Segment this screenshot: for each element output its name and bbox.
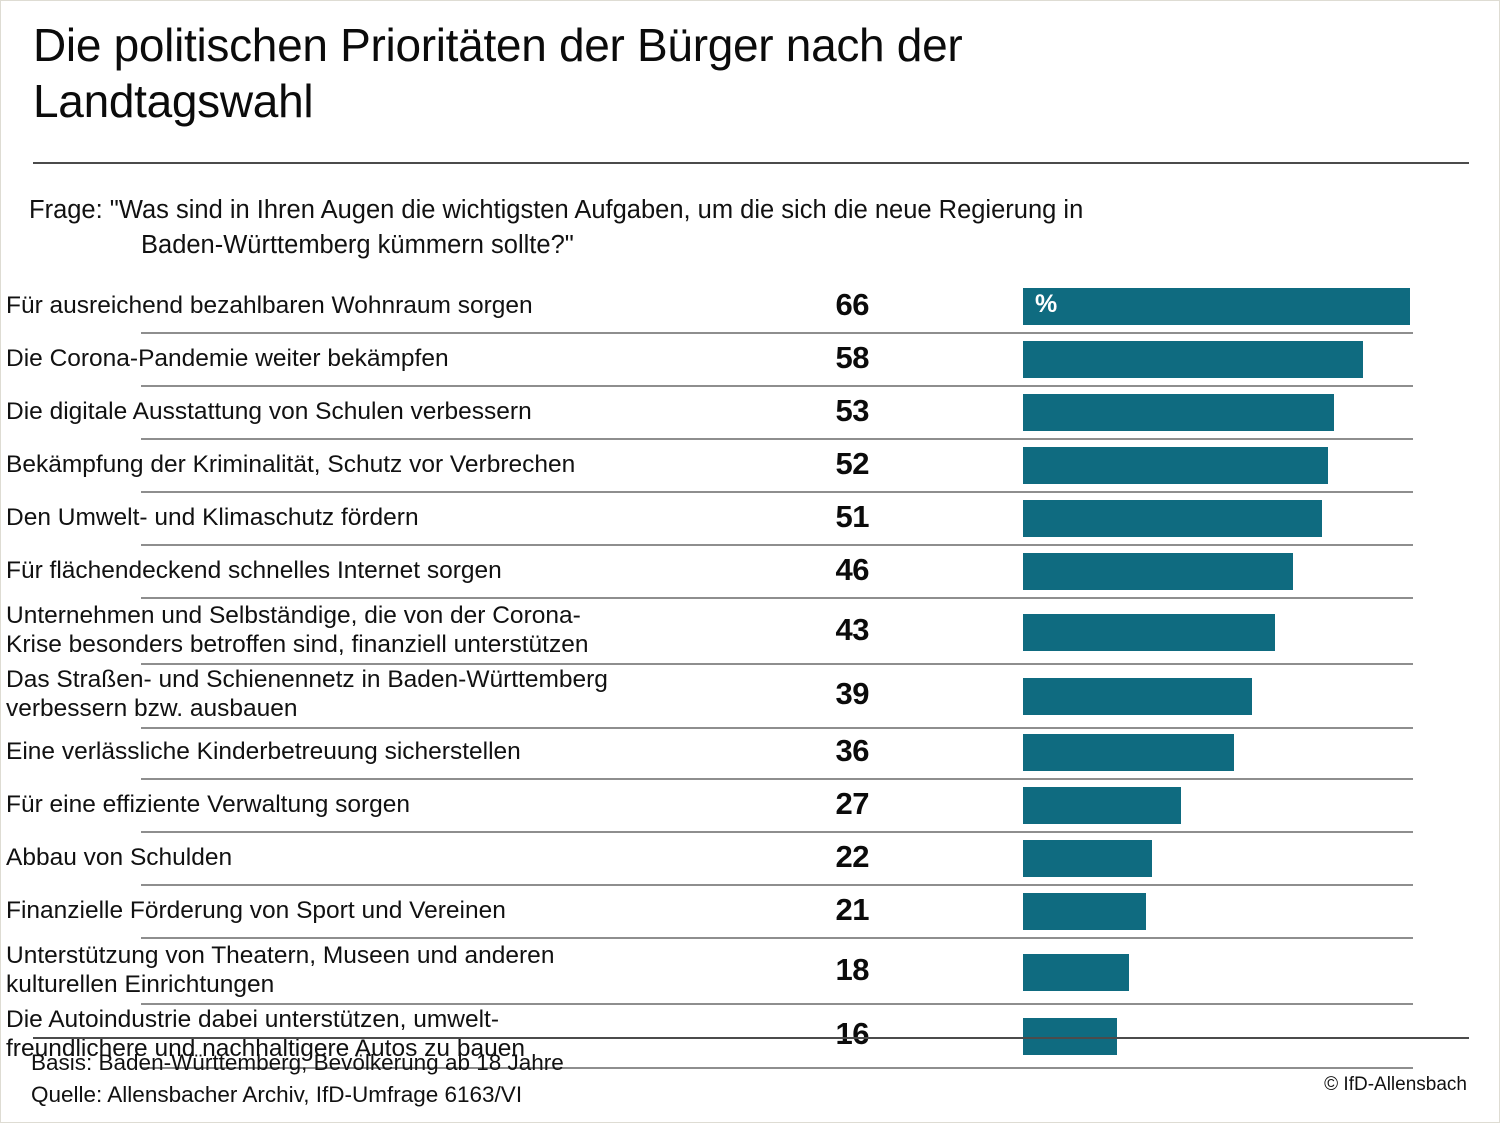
survey-question: Frage: "Was sind in Ihren Augen die wich… [29,193,1349,262]
bar-row-separator [141,937,1413,939]
bar-row-label: Die digitale Ausstattung von Schulen ver… [6,397,532,425]
bar-row-value: 16 [835,1016,870,1051]
bar-row-label: Das Straßen- und Schienennetz in Baden-W… [6,666,608,722]
bar-row-label: Finanzielle Förderung von Sport und Vere… [6,896,506,924]
copyright-notice: © IfD-Allensbach [1324,1074,1467,1095]
bar-row-value: 21 [835,891,870,927]
bar-row-value: 39 [835,676,870,711]
bar-row-bar [1023,734,1235,771]
bar-row-label: Den Umwelt- und Klimaschutz fördern [6,503,419,531]
page-title: Die politischen Prioritäten der Bürger n… [33,19,963,128]
survey-question-line-1: Frage: "Was sind in Ihren Augen die wich… [29,196,1084,224]
bar-row-label: Bekämpfung der Kriminalität, Schutz vor … [6,450,576,478]
bar-row-value: 18 [835,952,870,987]
bar-row-label: Abbau von Schulden [6,843,233,871]
bar-row-label: Eine verlässliche Kinderbetreuung sicher… [6,737,521,765]
bar-row-value: 52 [835,445,870,481]
bar-row-label: Für flächendeckend schnelles Internet so… [6,556,502,584]
bar-row-bar [1023,500,1323,537]
bar-row-value: 43 [835,612,870,647]
bar-row-bar [1023,893,1147,930]
bar-row-value: 66 [835,286,870,322]
bar-row-separator [141,544,1413,546]
bar-row-separator [141,332,1413,334]
bar-row-bar [1023,447,1329,484]
bar-row-value: 53 [835,392,870,428]
bar-row-value: 51 [835,498,870,534]
bar-row-separator [141,385,1413,387]
bar-row-label: Für ausreichend bezahlbaren Wohnraum sor… [6,291,533,319]
bar-row-bar [1023,787,1182,824]
bar-row-separator [141,778,1413,780]
bar-row-value: 58 [835,339,870,375]
bar-row-label: Unterstützung von Theatern, Museen und a… [6,942,555,998]
bar-row-separator [141,438,1413,440]
bar-row-bar [1023,613,1276,651]
bar-row-bar [1023,394,1335,431]
bar-row-value: 27 [835,785,870,821]
bar-row-value: 22 [835,838,870,874]
bar-row-separator [141,727,1413,729]
bar-row-bar [1023,288,1411,325]
bar-row-bar [1023,341,1364,378]
bar-row-bar [1023,840,1153,877]
bar-row-separator [141,884,1413,886]
bar-row-label: Die Corona-Pandemie weiter bekämpfen [6,344,449,372]
bar-row-label: Unternehmen und Selbständige, die von de… [6,602,589,658]
title-divider [33,162,1469,164]
percent-unit-label: % [1035,289,1058,318]
bar-row-separator [141,663,1413,665]
bar-row-value: 36 [835,732,870,768]
bar-row-bar [1023,553,1294,590]
bar-row-bar [1023,677,1252,715]
bar-row-separator [141,1003,1413,1005]
bar-row-value: 46 [835,551,870,587]
footer-source-note: Basis: Baden-Württemberg, Bevölkerung ab… [31,1050,564,1107]
bar-row-label: Für eine effiziente Verwaltung sorgen [6,790,411,818]
survey-question-line-2: Baden-Württemberg kümmern sollte?" [141,230,574,259]
bar-row-bar [1023,1017,1117,1055]
bar-row-bar [1023,953,1129,991]
bar-row-separator [141,597,1413,599]
footer-divider [33,1037,1469,1039]
bar-row-separator [141,831,1413,833]
bar-row-separator [141,491,1413,493]
